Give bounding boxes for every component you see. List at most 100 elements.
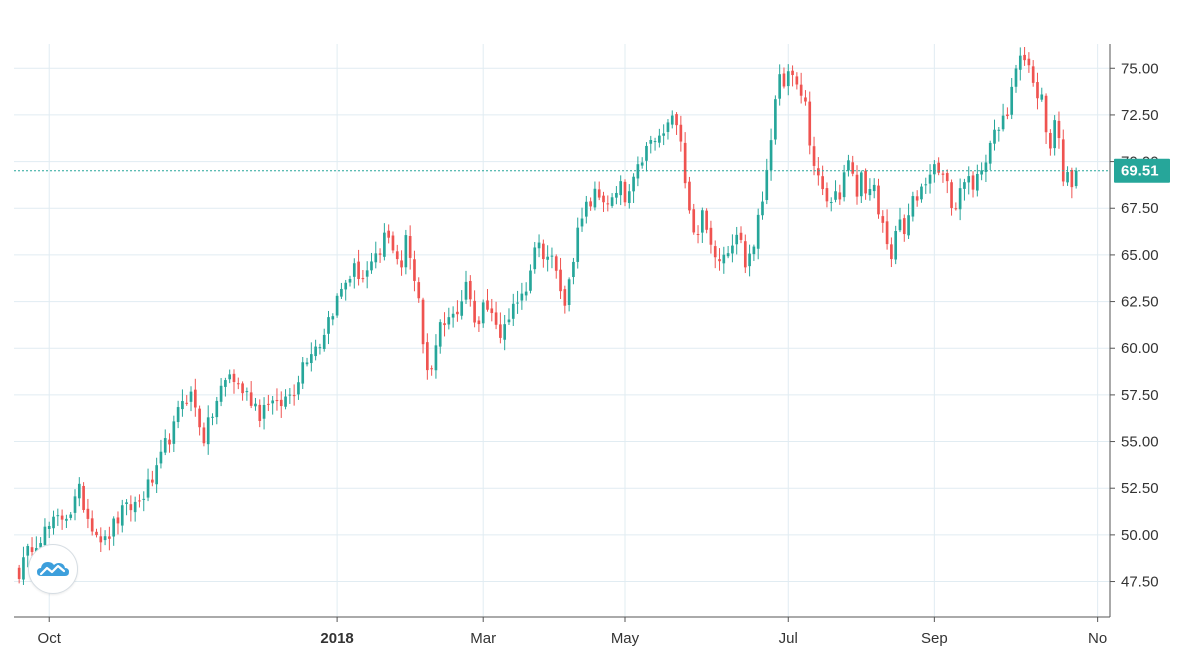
candle-body — [387, 230, 391, 238]
y-tick-label: 75.00 — [1121, 60, 1159, 77]
candle-body — [284, 396, 287, 407]
candle-body — [709, 227, 713, 245]
candle-body — [945, 173, 949, 182]
candle-body — [116, 517, 120, 524]
candle-body — [262, 404, 266, 419]
candle-body — [894, 230, 898, 260]
candle-body — [580, 218, 584, 227]
candle-body — [77, 483, 81, 499]
candle-body — [103, 536, 107, 541]
candle-body — [499, 324, 502, 338]
candle-body — [30, 547, 34, 553]
candle-body — [271, 400, 274, 404]
candle-body — [782, 73, 786, 87]
candle-body — [133, 501, 137, 513]
candle-body — [937, 162, 940, 173]
candle-body — [890, 244, 893, 260]
candle-body — [533, 247, 537, 270]
candle-body — [438, 322, 442, 347]
candle-body — [520, 293, 524, 301]
candle-body — [662, 133, 665, 136]
candle-body — [348, 279, 352, 283]
tradingview-logo[interactable] — [28, 544, 78, 594]
candle-body — [511, 303, 515, 319]
candle-body — [468, 280, 472, 300]
candle-body — [619, 181, 623, 196]
candle-body — [572, 261, 575, 278]
candle-body — [1057, 120, 1061, 139]
candle-body — [370, 261, 373, 271]
candle-body — [344, 282, 348, 290]
candle-body — [563, 289, 567, 306]
candle-body — [120, 505, 124, 526]
candle-body — [176, 407, 180, 423]
y-tick-label: 55.00 — [1121, 434, 1159, 451]
x-tick-label: Oct — [38, 630, 62, 647]
candle-body — [864, 170, 867, 194]
x-tick-label: No — [1088, 630, 1107, 647]
candle-body — [838, 192, 842, 200]
candle-body — [352, 263, 356, 277]
candle-body — [761, 201, 764, 216]
candle-body — [765, 169, 769, 201]
candle-body — [640, 162, 644, 166]
candle-body — [26, 546, 30, 556]
candle-body — [808, 101, 812, 146]
candle-body — [713, 246, 717, 258]
candle-body — [748, 253, 751, 267]
y-tick-label: 52.50 — [1121, 480, 1159, 497]
candle-body — [279, 399, 283, 407]
candle-body — [288, 394, 292, 396]
candle-body — [168, 439, 171, 445]
candle-body — [408, 236, 412, 258]
candle-body — [52, 516, 55, 529]
candle-body — [817, 168, 820, 176]
candle-body — [670, 115, 674, 125]
candle-body — [885, 221, 889, 245]
candle-body — [146, 479, 150, 498]
candle-body — [980, 170, 983, 175]
y-tick-label: 65.00 — [1121, 247, 1159, 264]
candle-body — [155, 465, 158, 485]
candle-body — [1027, 58, 1031, 66]
candle-body — [1040, 94, 1044, 100]
candle-body — [653, 141, 657, 143]
candle-body — [456, 311, 459, 315]
candle-body — [193, 389, 197, 408]
candle-body — [911, 196, 915, 217]
candle-body — [593, 188, 597, 208]
horizontal-gridlines — [14, 67, 1110, 583]
candle-body — [554, 256, 558, 271]
last-price-badge-bg — [1114, 158, 1170, 183]
y-tick-label: 57.50 — [1121, 387, 1159, 404]
candle-body — [95, 531, 98, 536]
candle-body — [606, 203, 610, 205]
candle-body — [700, 210, 704, 233]
candle-body — [791, 70, 794, 76]
candle-body — [696, 234, 700, 236]
candle-body — [241, 383, 244, 394]
candle-body — [516, 302, 519, 304]
candle-body — [112, 518, 116, 537]
candle-body — [851, 162, 855, 174]
candle-body — [786, 71, 790, 87]
candle-body — [984, 162, 988, 172]
candle-body — [473, 300, 476, 323]
candle-body — [232, 373, 236, 383]
candle-body — [258, 404, 262, 421]
candle-body — [400, 260, 403, 268]
candle-body — [872, 184, 876, 192]
candle-body — [907, 215, 910, 236]
candle-body — [658, 135, 661, 143]
candle-body — [821, 176, 824, 190]
candle-body — [1001, 115, 1005, 130]
candle-body — [172, 421, 176, 444]
candle-body — [632, 176, 635, 192]
candle-body — [636, 164, 640, 179]
candle-body — [65, 518, 68, 521]
candle-body — [774, 99, 777, 140]
candle-body — [245, 391, 249, 393]
candle-body — [219, 385, 223, 402]
candle-body — [615, 192, 618, 198]
